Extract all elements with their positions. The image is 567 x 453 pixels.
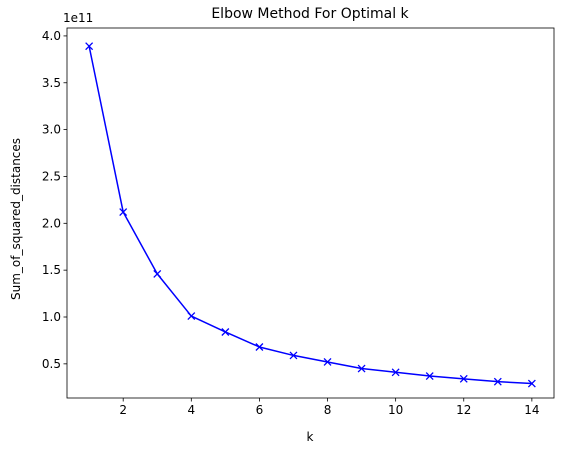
data-point-marker bbox=[527, 379, 536, 388]
data-point-marker bbox=[119, 208, 128, 217]
data-point-marker bbox=[221, 328, 230, 336]
plot-area bbox=[66, 27, 555, 399]
y-tick-label: 0.5 bbox=[42, 357, 61, 371]
data-point-marker bbox=[153, 269, 162, 278]
y-axis-label: Sum_of_squared_distances bbox=[9, 138, 23, 300]
x-tick-label: 14 bbox=[524, 403, 539, 417]
y-tick-label: 3.5 bbox=[42, 76, 61, 90]
y-tick-label: 1.5 bbox=[42, 263, 61, 277]
data-point-marker bbox=[255, 343, 264, 351]
x-tick-label: 12 bbox=[456, 403, 471, 417]
series-line bbox=[88, 46, 532, 385]
data-point-marker bbox=[459, 374, 468, 383]
x-tick-label: 10 bbox=[388, 403, 403, 417]
x-axis-ticks: 2 4 6 8 10 12 14 bbox=[119, 398, 540, 417]
y-axis-ticks: 0.5 1.0 1.5 2.0 2.5 3.0 3.5 4.0 bbox=[42, 29, 67, 371]
y-tick-label: 1.0 bbox=[42, 310, 61, 324]
x-tick-label: 6 bbox=[256, 403, 264, 417]
data-point-marker bbox=[289, 351, 298, 360]
data-point-marker bbox=[323, 358, 332, 366]
y-tick-label: 4.0 bbox=[42, 29, 61, 43]
data-point-marker bbox=[425, 372, 434, 380]
data-point-marker bbox=[391, 368, 400, 377]
y-axis-offset-label: 1e11 bbox=[63, 11, 93, 25]
data-point-marker bbox=[85, 42, 94, 51]
plot-frame bbox=[66, 27, 555, 399]
x-tick-label: 2 bbox=[119, 403, 127, 417]
x-tick-label: 4 bbox=[187, 403, 195, 417]
y-tick-label: 2.5 bbox=[42, 169, 61, 183]
x-tick-label: 8 bbox=[324, 403, 332, 417]
data-point-marker bbox=[357, 364, 366, 373]
series-layer bbox=[85, 42, 536, 388]
y-tick-label: 2.0 bbox=[42, 216, 61, 230]
data-point-marker bbox=[493, 377, 502, 386]
chart-title: Elbow Method For Optimal k bbox=[211, 6, 409, 22]
y-tick-label: 3.0 bbox=[42, 123, 61, 137]
x-axis-label: k bbox=[307, 430, 314, 444]
data-point-marker bbox=[187, 312, 196, 321]
